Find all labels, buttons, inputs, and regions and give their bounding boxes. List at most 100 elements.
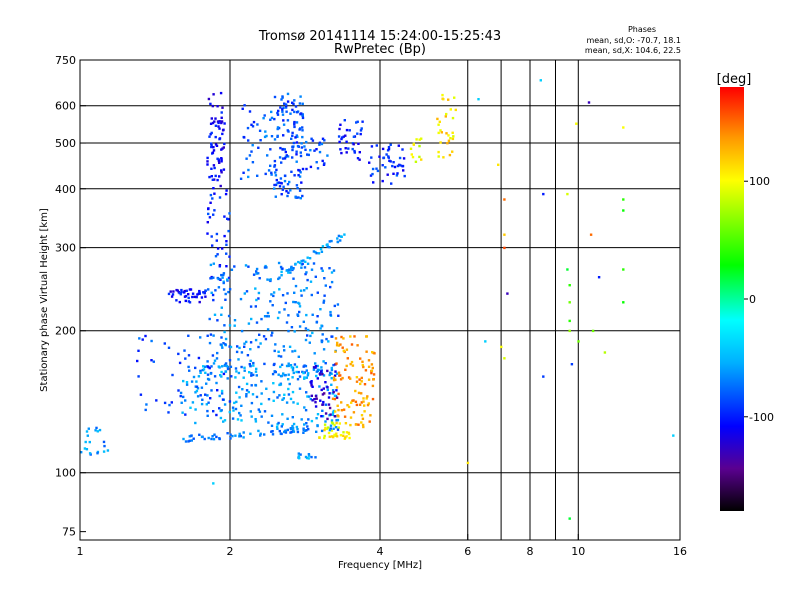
data-point (218, 127, 221, 130)
data-point (334, 337, 338, 340)
data-point (622, 209, 625, 212)
data-point (290, 137, 293, 140)
data-point (163, 342, 166, 345)
data-point (331, 411, 335, 414)
data-point (221, 398, 225, 401)
data-point (340, 151, 343, 155)
data-point (278, 394, 281, 397)
data-point (200, 386, 204, 389)
data-point (345, 128, 349, 132)
data-point (305, 369, 308, 372)
data-point (342, 408, 346, 411)
data-point (263, 410, 267, 413)
data-point (296, 144, 300, 148)
data-point (167, 346, 171, 349)
data-point (330, 368, 334, 372)
data-point (387, 155, 390, 158)
data-point (306, 456, 309, 460)
data-point (568, 319, 571, 323)
data-point (214, 255, 218, 258)
data-point (361, 423, 365, 427)
data-point (376, 169, 380, 173)
data-point (211, 435, 214, 438)
data-point (310, 419, 314, 423)
data-point (451, 116, 455, 120)
data-point (322, 400, 325, 404)
data-point (180, 401, 183, 404)
data-point (278, 383, 281, 387)
data-point (298, 310, 301, 314)
data-point (323, 162, 326, 165)
data-point (337, 344, 341, 347)
data-point (292, 401, 295, 404)
data-point (412, 143, 415, 146)
data-point (360, 127, 363, 130)
data-point (323, 392, 326, 395)
data-point (589, 233, 593, 236)
data-point (363, 410, 366, 413)
data-point (333, 415, 336, 418)
data-point (315, 252, 318, 255)
data-point (229, 365, 233, 368)
data-point (218, 437, 221, 441)
data-point (447, 98, 450, 101)
data-point (243, 345, 246, 348)
data-point (297, 174, 300, 177)
data-point (195, 380, 198, 383)
data-point (298, 102, 302, 105)
data-point (278, 311, 281, 314)
data-point (287, 271, 290, 274)
data-point (300, 266, 303, 269)
data-point (226, 217, 229, 220)
data-point (371, 397, 375, 401)
data-point (300, 418, 303, 421)
data-point (144, 334, 147, 338)
data-point (323, 428, 326, 432)
data-point (221, 132, 224, 136)
data-point (202, 291, 205, 294)
data-point (311, 139, 315, 142)
x-tick-label: 4 (377, 545, 384, 558)
data-point (150, 339, 153, 343)
data-point (281, 413, 284, 416)
data-point (484, 340, 487, 343)
data-point (223, 234, 226, 238)
data-point (402, 169, 405, 172)
data-point (331, 389, 335, 392)
data-point (257, 429, 260, 433)
data-point (320, 429, 324, 433)
data-point (316, 413, 320, 416)
data-point (301, 167, 305, 171)
data-point (285, 104, 288, 107)
data-point (285, 321, 289, 324)
data-point (299, 453, 302, 456)
data-point (223, 330, 226, 334)
data-point (207, 378, 211, 381)
data-point (251, 161, 255, 164)
data-point (323, 277, 326, 280)
data-point (329, 310, 332, 314)
data-point (355, 403, 359, 407)
data-point (219, 374, 222, 377)
data-point (191, 295, 194, 299)
data-point (327, 340, 330, 343)
data-point (370, 156, 373, 159)
data-point (215, 435, 218, 439)
data-point (347, 432, 351, 436)
data-point (284, 155, 287, 159)
data-point (454, 108, 457, 112)
data-point (303, 406, 306, 409)
data-point (447, 139, 451, 142)
data-point (243, 104, 246, 107)
data-point (279, 177, 283, 180)
data-point (279, 146, 282, 150)
data-point (339, 148, 342, 151)
data-point (179, 394, 182, 398)
data-point (267, 169, 271, 172)
data-point (293, 363, 297, 366)
data-point (242, 376, 245, 379)
data-point (233, 319, 237, 322)
data-point (190, 439, 193, 442)
data-point (269, 164, 272, 167)
data-point (219, 184, 222, 188)
